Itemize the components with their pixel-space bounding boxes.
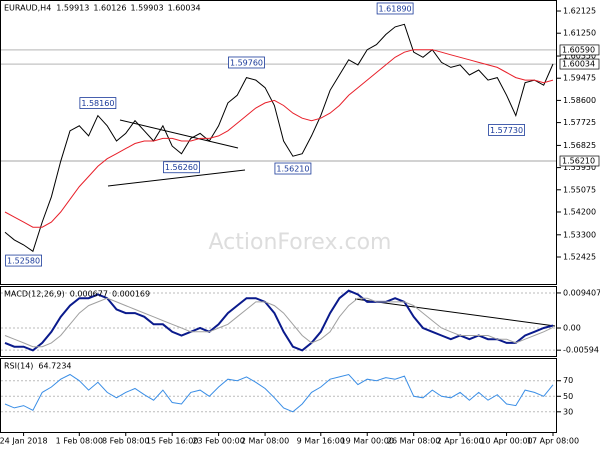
y-tick-label: 0.00 (563, 324, 581, 333)
x-tick-label: 10 Apr 00:00 (480, 437, 532, 446)
y-tick-label: 70 (563, 376, 573, 385)
series-line (4, 297, 554, 348)
level-label: 1.60590 (562, 45, 595, 54)
panel-title: MACD(12,26,9) (4, 290, 65, 299)
readout: 0.000169 (112, 290, 150, 299)
y-tick-label: 1.53300 (563, 230, 596, 239)
level-label: 1.56210 (562, 157, 595, 166)
series-line (4, 373, 554, 413)
watermark: ActionForex.com (209, 230, 392, 255)
y-tick-label: 1.56825 (563, 141, 596, 150)
annotation-box (228, 56, 265, 69)
y-tick-label: 1.58600 (563, 96, 596, 105)
rsi-frame (0, 358, 557, 433)
y-tick-label: 1.55075 (563, 185, 596, 194)
y-tick-label: 1.55950 (563, 163, 596, 172)
annotation-label: 1.56260 (165, 163, 198, 172)
panel-title: RSI(14) (4, 362, 33, 371)
x-tick-label: 2 Mar 08:00 (241, 437, 289, 446)
readout: 0.000677 (70, 290, 108, 299)
readout: 1.60034 (168, 4, 201, 13)
y-tick-label: 1.52425 (563, 252, 596, 261)
y-tick-label: -0.00594 (563, 346, 599, 355)
x-tick-label: 24 Jan 2018 (0, 437, 48, 446)
level-box (559, 58, 600, 70)
x-tick-label: 23 Feb 00:00 (192, 437, 244, 446)
macd-frame (0, 286, 557, 357)
annotation-box (274, 162, 312, 175)
price-frame (0, 0, 557, 285)
x-tick-label: 15 Feb 16:00 (146, 437, 198, 446)
x-tick-label: 8 Feb 08:00 (102, 437, 149, 446)
annotation-box (163, 161, 200, 174)
annotation-label: 1.59760 (230, 58, 263, 67)
annotation-box (5, 254, 42, 267)
annotation-label: 1.52580 (7, 257, 40, 266)
series-line (4, 23, 554, 253)
annotation-box (79, 97, 117, 109)
annotation-label: 1.61890 (379, 4, 412, 13)
y-tick-label: 1.62125 (563, 7, 596, 16)
trend-line (107, 169, 246, 187)
y-tick-label: 1.54200 (563, 207, 596, 216)
series-line (4, 289, 554, 352)
trend-line (354, 298, 556, 327)
readout: 1.59913 (56, 4, 89, 13)
annotation-box (488, 124, 525, 136)
y-tick-label: 1.59475 (563, 74, 596, 83)
x-tick-label: 9 Mar 16:00 (297, 437, 345, 446)
level-box (559, 155, 600, 167)
level-box (559, 44, 600, 56)
annotation-label: 1.57730 (490, 126, 523, 135)
trend-line (119, 119, 239, 149)
x-tick-label: 17 Apr 08:00 (527, 437, 579, 446)
y-tick-label: 50 (563, 392, 573, 401)
annotation-label: 1.56210 (276, 165, 309, 174)
y-tick-label: 30 (563, 407, 573, 416)
y-tick-label: 1.60350 (563, 52, 596, 61)
panel-title: EURAUD,H4 (4, 4, 51, 13)
readout: 64.7234 (38, 362, 71, 371)
x-tick-label: 19 Mar 00:00 (341, 437, 394, 446)
y-tick-label: 0.009407 (563, 288, 600, 297)
y-tick-label: 1.57725 (563, 118, 596, 127)
x-tick-label: 2 Apr 16:00 (437, 437, 484, 446)
x-tick-label: 26 Mar 08:00 (387, 437, 440, 446)
series-line (4, 49, 554, 228)
annotation-box (376, 2, 414, 15)
x-tick-label: 1 Feb 08:00 (56, 437, 103, 446)
level-label: 1.60034 (562, 60, 595, 69)
readout: 1.60126 (93, 4, 126, 13)
y-tick-label: 1.61250 (563, 29, 596, 38)
annotation-label: 1.58160 (81, 99, 114, 108)
readout: 1.59903 (130, 4, 163, 13)
